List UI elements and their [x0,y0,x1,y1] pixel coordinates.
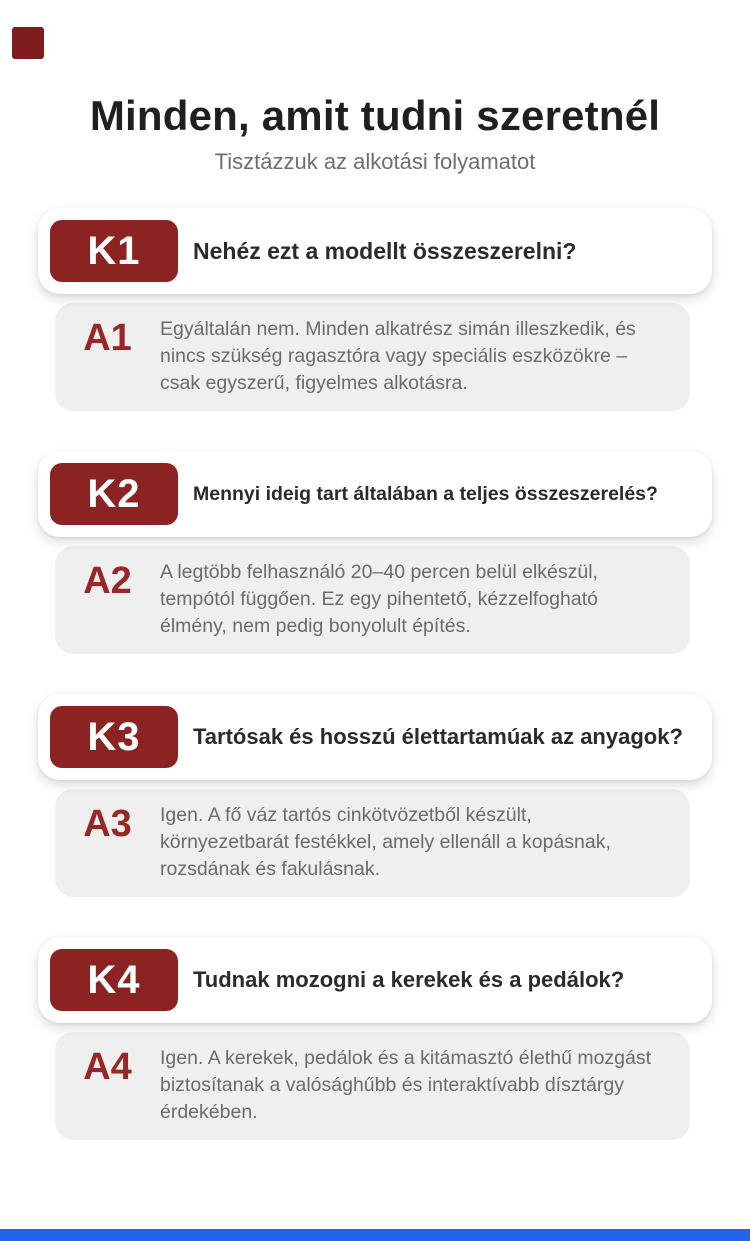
question-text: Tudnak mozogni a kerekek és a pedálok? [193,967,625,992]
question-number-badge: K4 [50,949,178,1011]
answer-text: Igen. A kerekek, pedálok és a kitámasztó… [160,1047,652,1123]
faq-item: K4 Tudnak mozogni a kerekek és a pedálok… [38,937,712,1140]
answer-panel: A1 Egyáltalán nem. Minden alkatrész simá… [55,303,690,411]
answer-text: A legtöbb felhasználó 20–40 percen belül… [160,561,598,637]
question-number: K1 [87,228,141,273]
answer-number: A1 [83,317,132,359]
faq-item: K2 Mennyi ideig tart általában a teljes … [38,451,712,654]
question-card: K3 Tartósak és hosszú élettartamúak az a… [38,694,712,780]
answer-number: A3 [83,803,132,845]
faq-item: K3 Tartósak és hosszú élettartamúak az a… [38,694,712,897]
question-text: Mennyi ideig tart általában a teljes öss… [193,482,658,505]
question-number: K3 [87,714,141,759]
question-text: Tartósak és hosszú élettartamúak az anya… [193,724,683,749]
answer-panel: A4 Igen. A kerekek, pedálok és a kitámas… [55,1032,690,1140]
question-text: Nehéz ezt a modellt összeszerelni? [193,237,577,264]
corner-accent-square [12,27,44,59]
faq-item: K1 Nehéz ezt a modellt összeszerelni? A1… [38,208,712,411]
question-number-badge: K1 [50,220,178,282]
page-title: Minden, amit tudni szeretnél [89,92,661,139]
question-number-badge: K2 [50,463,178,525]
question-card: K4 Tudnak mozogni a kerekek és a pedálok… [38,937,712,1023]
answer-panel: A2 A legtöbb felhasználó 20–40 percen be… [55,546,690,654]
bottom-accent-bar [0,1229,750,1241]
question-card: K1 Nehéz ezt a modellt összeszerelni? [38,208,712,294]
answer-text: Igen. A fő váz tartós cinkötvözetből kés… [160,804,611,880]
page-subtitle: Tisztázzuk az alkotási folyamatot [214,149,536,174]
answer-number: A2 [83,560,132,602]
answer-panel: A3 Igen. A fő váz tartós cinkötvözetből … [55,789,690,897]
page-header: Minden, amit tudni szeretnél Tisztázzuk … [0,0,750,173]
answer-text: Egyáltalán nem. Minden alkatrész simán i… [160,318,636,394]
question-number: K2 [87,471,141,516]
faq-list: K1 Nehéz ezt a modellt összeszerelni? A1… [0,208,750,1140]
question-number: K4 [87,957,141,1002]
answer-number: A4 [83,1046,132,1088]
question-card: K2 Mennyi ideig tart általában a teljes … [38,451,712,537]
question-number-badge: K3 [50,706,178,768]
